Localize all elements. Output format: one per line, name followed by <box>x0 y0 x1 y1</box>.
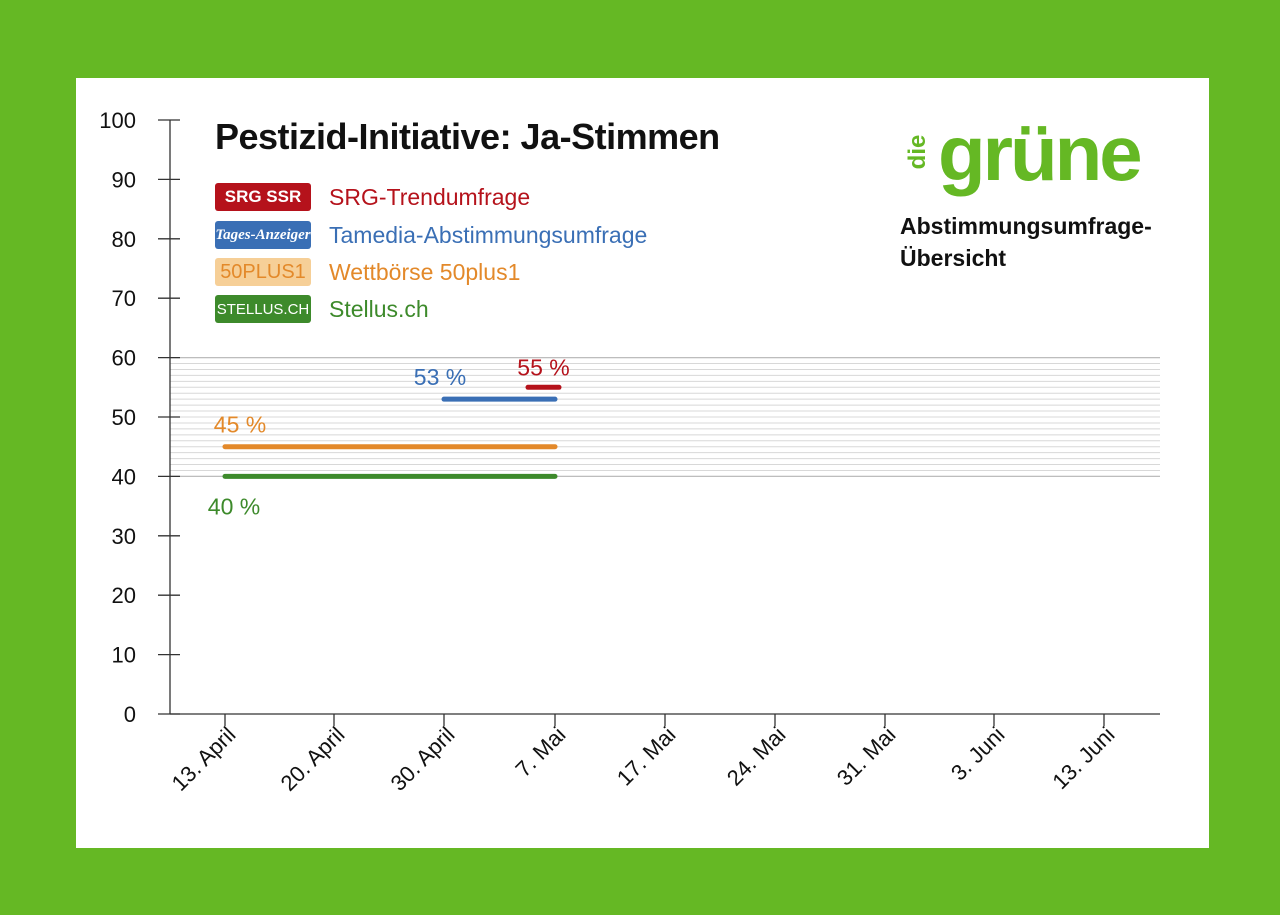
y-tick-label: 0 <box>124 702 136 727</box>
y-tick-label: 40 <box>112 464 136 489</box>
y-tick-label: 30 <box>112 524 136 549</box>
data-label: 40 % <box>208 493 260 519</box>
legend-label-50plus1: Wettbörse 50plus1 <box>329 259 521 285</box>
data-label: 45 % <box>214 412 266 438</box>
y-tick-label: 70 <box>112 286 136 311</box>
x-tick-label: 17. Mai <box>612 722 681 791</box>
stellus-logo: STELLUS.CH <box>215 295 311 323</box>
x-tick-label: 31. Mai <box>832 722 901 791</box>
data-label: 55 % <box>517 354 569 380</box>
legend-label-srg: SRG-Trendumfrage <box>329 184 531 210</box>
logo-gruene-text: grüne <box>938 109 1143 197</box>
y-tick-label: 100 <box>99 108 136 133</box>
srg-ssr-logo: SRG SSR <box>215 183 311 211</box>
logo-die-text: die <box>904 134 931 170</box>
x-tick-label: 3. Juni <box>946 722 1010 786</box>
y-tick-label: 50 <box>112 405 136 430</box>
y-tick-label: 80 <box>112 227 136 252</box>
y-tick-label: 20 <box>112 583 136 608</box>
x-tick-label: 13. Juni <box>1047 722 1119 794</box>
tages-anzeiger-logo: Tages-Anzeiger <box>215 221 311 249</box>
chart-subtitle: Abstimmungsumfrage-Übersicht <box>900 213 1152 271</box>
x-tick-label: 20. April <box>276 722 350 796</box>
y-tick-label: 90 <box>112 167 136 192</box>
x-tick-label: 30. April <box>386 722 460 796</box>
y-tick-label: 10 <box>112 643 136 668</box>
x-tick-label: 24. Mai <box>722 722 791 791</box>
chart-card: 0 10 20 30 40 50 60 70 80 90 100 13. April 20. April… <box>76 78 1209 848</box>
y-tick-label: 60 <box>112 346 136 371</box>
50plus1-logo: 50PLUS1 <box>215 258 311 286</box>
chart-title: Pestizid-Initiative: Ja-Stimmen <box>215 116 720 157</box>
x-tick-label: 7. Mai <box>510 722 570 782</box>
chart-plot: 0 10 20 30 40 50 60 70 80 90 100 13. April 20. April… <box>99 108 1160 796</box>
die-gruene-logo: die grüne <box>898 109 1178 206</box>
x-tick-label: 13. April <box>167 722 241 796</box>
legend-label-tamedia: Tamedia-Abstimmungsumfrage <box>329 222 648 248</box>
data-label: 53 % <box>414 364 466 390</box>
legend-label-stellus: Stellus.ch <box>329 296 429 322</box>
